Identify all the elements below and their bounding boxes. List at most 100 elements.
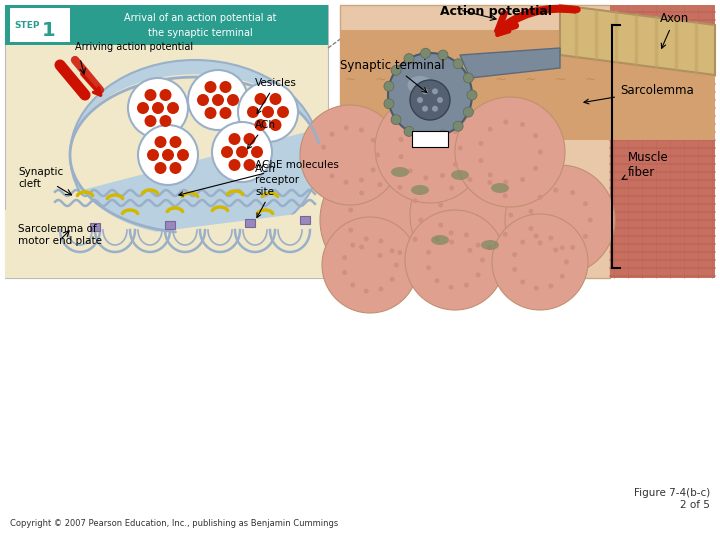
Circle shape [487, 180, 492, 185]
Circle shape [247, 106, 259, 118]
Circle shape [534, 286, 539, 291]
Circle shape [350, 242, 355, 247]
Circle shape [458, 145, 463, 151]
Circle shape [220, 81, 232, 93]
Circle shape [422, 89, 428, 94]
Text: ~: ~ [344, 73, 356, 87]
Circle shape [404, 53, 414, 64]
Circle shape [377, 253, 382, 258]
Circle shape [512, 267, 517, 272]
Text: ~: ~ [464, 73, 476, 87]
Ellipse shape [391, 167, 409, 177]
Text: ACh: ACh [248, 120, 276, 149]
Text: ~: ~ [524, 73, 536, 87]
Circle shape [583, 234, 588, 239]
Circle shape [487, 127, 492, 132]
Circle shape [359, 191, 364, 195]
Circle shape [512, 252, 517, 257]
Text: Muscle
fiber: Muscle fiber [622, 151, 669, 179]
Circle shape [371, 138, 376, 143]
Circle shape [432, 106, 438, 112]
Polygon shape [560, 5, 715, 75]
Circle shape [375, 93, 485, 203]
Circle shape [538, 150, 543, 154]
Circle shape [583, 201, 588, 206]
Circle shape [449, 185, 454, 191]
Circle shape [408, 168, 413, 173]
Circle shape [391, 114, 401, 125]
Text: Action potential: Action potential [440, 5, 552, 18]
Circle shape [418, 218, 423, 222]
Circle shape [464, 282, 469, 287]
Circle shape [508, 213, 513, 218]
Ellipse shape [451, 170, 469, 180]
Text: Arriving action potential: Arriving action potential [75, 42, 193, 52]
Circle shape [538, 194, 543, 200]
Ellipse shape [411, 185, 429, 195]
Circle shape [553, 247, 558, 252]
Circle shape [394, 262, 399, 267]
Circle shape [169, 136, 181, 148]
Text: Sarcolemma: Sarcolemma [584, 84, 694, 104]
Circle shape [342, 270, 347, 275]
Circle shape [330, 132, 335, 137]
Circle shape [152, 102, 164, 114]
Circle shape [521, 280, 525, 285]
Circle shape [408, 123, 413, 127]
Circle shape [197, 94, 209, 106]
Circle shape [438, 130, 448, 140]
Circle shape [413, 237, 418, 242]
Circle shape [438, 222, 444, 227]
Bar [340, 30, 715, 140]
Ellipse shape [431, 235, 449, 245]
Circle shape [464, 107, 473, 117]
Circle shape [528, 209, 534, 214]
Circle shape [262, 106, 274, 118]
Text: Synaptic terminal: Synaptic terminal [340, 58, 445, 92]
Circle shape [145, 89, 156, 101]
Text: ~: ~ [584, 73, 596, 87]
Circle shape [410, 150, 540, 280]
Circle shape [434, 278, 439, 284]
Circle shape [379, 239, 384, 244]
Circle shape [228, 133, 240, 145]
Circle shape [390, 248, 395, 253]
Circle shape [138, 125, 198, 185]
Circle shape [467, 177, 472, 182]
Circle shape [220, 107, 232, 119]
Bar [340, 5, 610, 278]
Circle shape [440, 118, 445, 123]
Circle shape [397, 250, 402, 255]
Circle shape [426, 250, 431, 255]
Text: 1: 1 [42, 21, 55, 39]
Circle shape [570, 190, 575, 195]
Circle shape [375, 152, 380, 158]
Text: Copyright © 2007 Pearson Education, Inc., publishing as Benjamin Cummings: Copyright © 2007 Pearson Education, Inc.… [10, 519, 338, 528]
Circle shape [377, 182, 382, 187]
Circle shape [420, 48, 431, 58]
Circle shape [464, 233, 469, 238]
Circle shape [423, 176, 428, 180]
Text: Vesicles: Vesicles [255, 78, 297, 113]
Circle shape [487, 172, 492, 177]
Circle shape [212, 122, 272, 182]
Circle shape [388, 53, 472, 137]
Circle shape [476, 272, 481, 278]
Circle shape [453, 162, 458, 167]
Circle shape [440, 173, 445, 178]
Polygon shape [460, 48, 560, 78]
Bar [165, 221, 175, 229]
Circle shape [384, 99, 394, 109]
Circle shape [227, 94, 239, 106]
Text: Synaptic
cleft: Synaptic cleft [18, 167, 63, 189]
Circle shape [300, 105, 400, 205]
Circle shape [438, 50, 448, 60]
Circle shape [398, 137, 403, 142]
Circle shape [321, 160, 326, 165]
Text: Figure 7-4(b-c)
2 of 5: Figure 7-4(b-c) 2 of 5 [634, 488, 710, 510]
Circle shape [492, 214, 588, 310]
Polygon shape [5, 75, 328, 278]
Circle shape [434, 237, 439, 242]
Text: AChE molecules: AChE molecules [179, 160, 339, 196]
Circle shape [503, 232, 508, 237]
